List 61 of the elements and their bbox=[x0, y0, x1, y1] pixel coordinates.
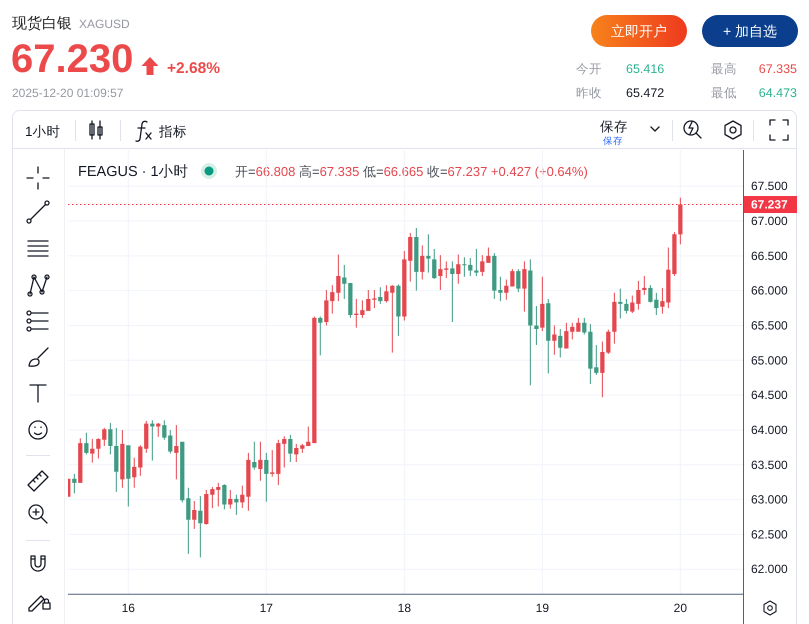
ref-line-label: 67.237 bbox=[751, 198, 788, 212]
text: 保存 bbox=[600, 119, 628, 134]
text: 67.335 bbox=[758, 62, 797, 76]
y-tick-label: 65.000 bbox=[751, 353, 788, 368]
candlestick bbox=[234, 494, 239, 515]
candlestick bbox=[72, 474, 76, 494]
candlestick bbox=[318, 316, 322, 356]
y-tick-label: 66.000 bbox=[751, 284, 788, 298]
candlestick bbox=[174, 425, 178, 480]
text: 1小时 bbox=[25, 124, 61, 139]
candlestick bbox=[156, 422, 160, 437]
candlestick bbox=[552, 325, 556, 355]
candlestick bbox=[198, 496, 202, 558]
candlestick bbox=[84, 432, 88, 454]
candlestick bbox=[642, 276, 646, 295]
candlestick bbox=[258, 442, 263, 481]
text: 65.472 bbox=[626, 86, 664, 100]
candlestick bbox=[252, 442, 256, 470]
annotation: 67.335 bbox=[320, 164, 360, 179]
y-tick-label: 65.500 bbox=[751, 318, 788, 332]
candlestick bbox=[150, 420, 154, 461]
y-tick-label: 63.500 bbox=[751, 458, 788, 472]
text: 2025-12-20 01:09:57 bbox=[12, 86, 124, 100]
text: 保存 bbox=[603, 135, 623, 147]
candlestick bbox=[474, 248, 479, 276]
text: 指标 bbox=[158, 124, 187, 139]
y-tick-label: 67.000 bbox=[751, 214, 788, 228]
text: +2.68% bbox=[167, 60, 220, 77]
y-tick-label: 62.000 bbox=[751, 562, 788, 576]
candlestick bbox=[456, 254, 460, 284]
x-tick-label: 18 bbox=[398, 601, 412, 615]
candlestick bbox=[462, 257, 466, 277]
text: 最低 bbox=[711, 86, 737, 100]
text: + 加自选 bbox=[722, 23, 778, 39]
annotation: FEAGUS · 1小时 bbox=[78, 163, 189, 180]
candlestick bbox=[426, 234, 430, 273]
y-tick-label: 66.500 bbox=[751, 248, 788, 263]
candlestick bbox=[534, 306, 539, 345]
y-tick-label: 67.500 bbox=[751, 179, 788, 194]
candlestick bbox=[192, 500, 196, 529]
x-tick-label: 16 bbox=[122, 601, 136, 615]
y-tick-label: 63.000 bbox=[751, 492, 788, 507]
y-tick-label: 62.500 bbox=[751, 527, 788, 542]
text: 最高 bbox=[711, 61, 737, 76]
text: 今开 bbox=[576, 62, 602, 76]
x-tick-label: 20 bbox=[674, 601, 688, 615]
text: 立即开户 bbox=[611, 23, 667, 39]
text: 67.230 bbox=[11, 37, 134, 81]
y-tick-label: 64.500 bbox=[751, 388, 788, 402]
candlestick bbox=[618, 288, 622, 319]
chart-title: 现货白银 bbox=[12, 15, 72, 32]
candlestick bbox=[264, 452, 268, 502]
text: 65.416 bbox=[626, 62, 664, 76]
y-tick-label: 64.000 bbox=[751, 422, 788, 437]
chart-subtitle: XAGUSD bbox=[79, 17, 130, 31]
candlestick bbox=[378, 287, 382, 304]
candlestick bbox=[450, 261, 454, 322]
x-tick-label: 17 bbox=[260, 601, 274, 615]
text: 昨收 bbox=[576, 86, 602, 100]
x-tick-label: 19 bbox=[536, 601, 550, 615]
text: 64.473 bbox=[758, 86, 798, 100]
